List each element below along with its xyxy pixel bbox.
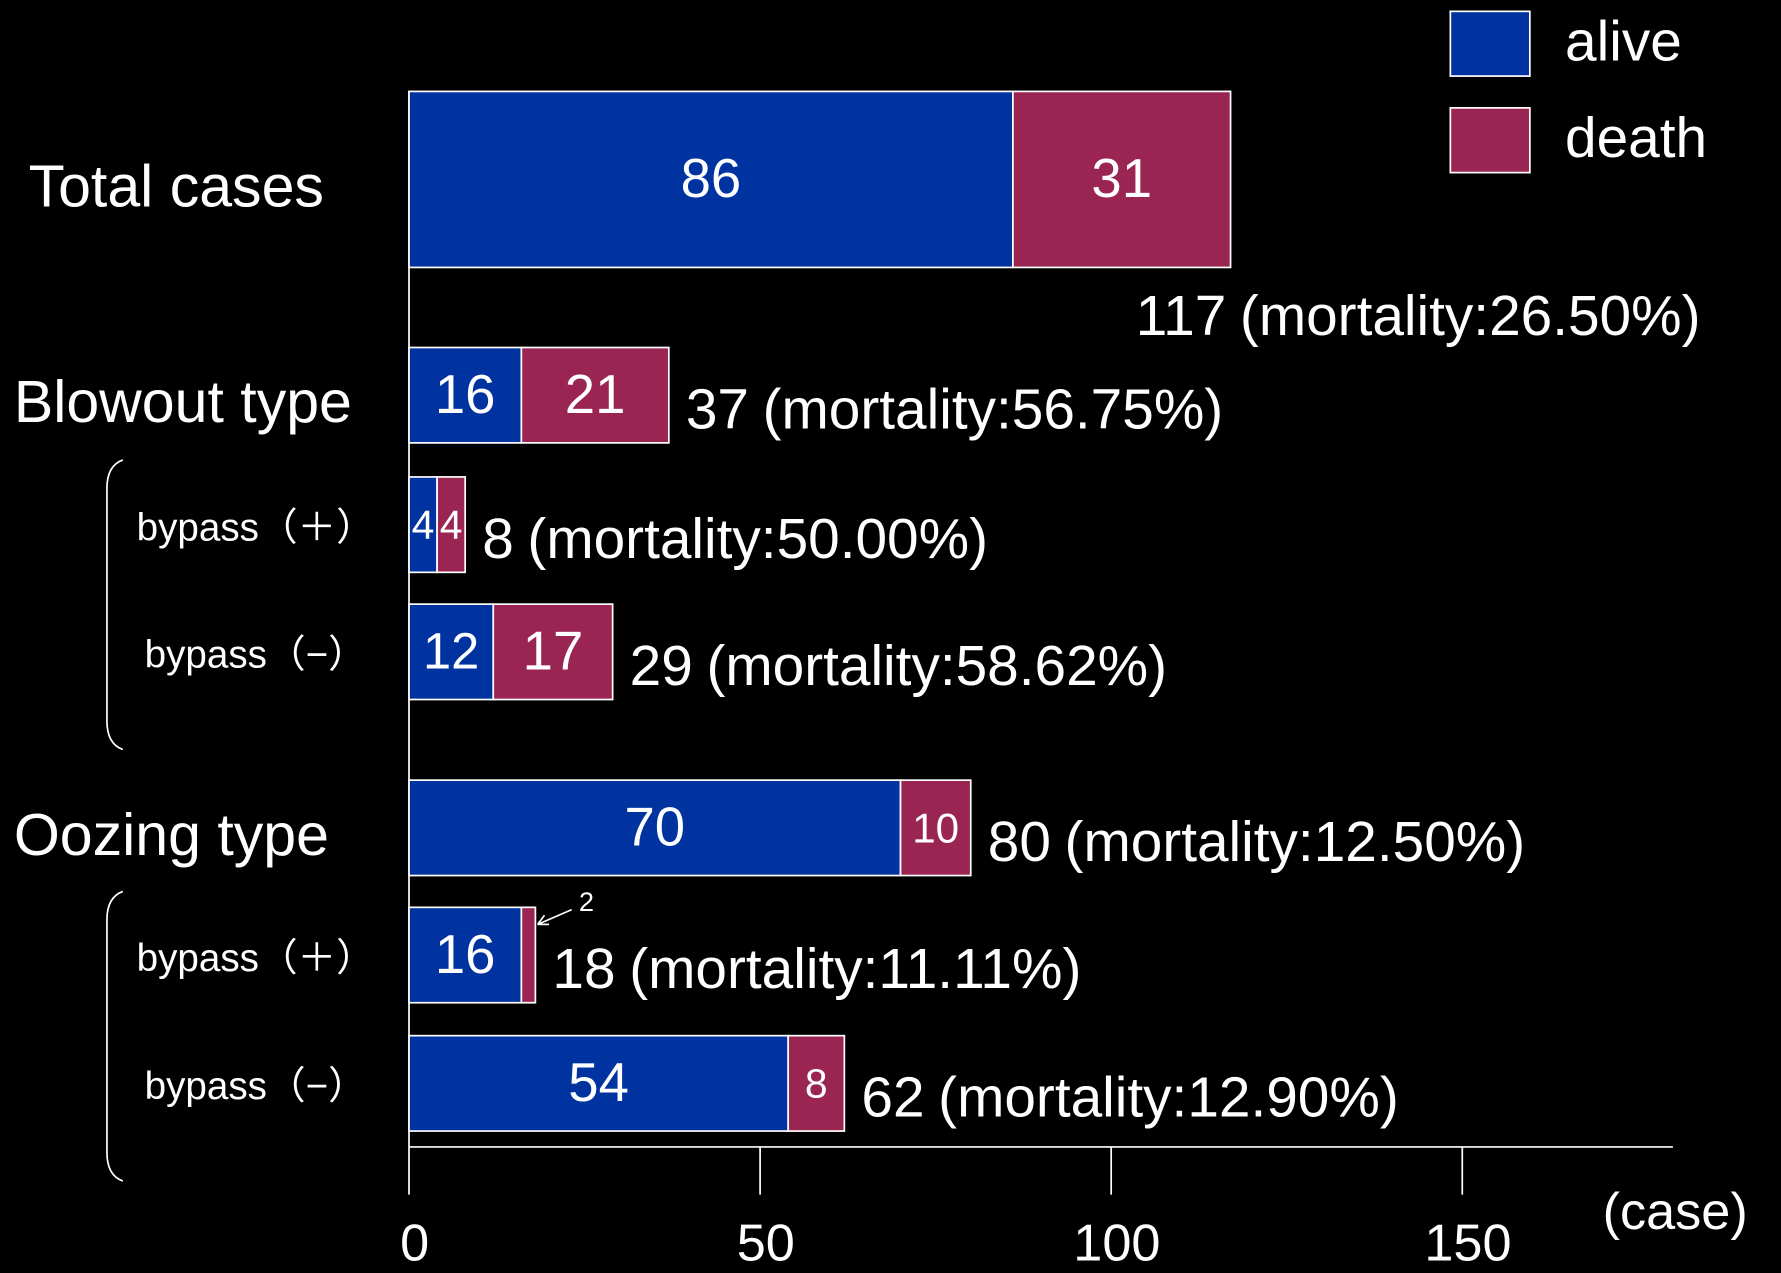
mortality-label: (mortality:50.00%) (527, 508, 988, 571)
legend-swatch (1449, 10, 1531, 77)
bar-segment (408, 779, 902, 877)
value-label: 8 (805, 1061, 828, 1107)
category-label: bypass（＋） (137, 937, 375, 980)
value-label: 70 (624, 797, 685, 858)
value-label: 21 (565, 364, 626, 425)
bar-segment (408, 1034, 790, 1132)
total-value: 62 (861, 1067, 924, 1130)
total-value: 117 (1136, 285, 1227, 348)
x-axis-label: (case) (1603, 1183, 1748, 1241)
mortality-label: (mortality:56.75%) (763, 378, 1224, 441)
bar-segment (899, 779, 972, 877)
bar-segment (520, 906, 537, 1004)
value-label: 16 (435, 364, 496, 425)
x-tick-label: 50 (737, 1215, 795, 1273)
bar-segment (408, 906, 523, 1004)
x-tick-label: 150 (1424, 1215, 1511, 1273)
mortality-label: (mortality:12.90%) (938, 1067, 1399, 1130)
total-value: 29 (630, 635, 693, 698)
category-label: bypass（＋） (137, 507, 375, 550)
value-label: 17 (523, 621, 584, 682)
bar-segment (492, 603, 614, 701)
total-value: 80 (988, 811, 1051, 874)
total-label: 29 (mortality:58.62%) (630, 635, 1167, 698)
annotation-arrow (536, 908, 573, 926)
total-label: 80 (mortality:12.50%) (988, 811, 1525, 874)
mortality-label: (mortality:58.62%) (706, 635, 1167, 698)
mortality-label: (mortality:12.50%) (1065, 811, 1526, 874)
total-label: 37 (mortality:56.75%) (686, 378, 1223, 441)
total-label: 18 (mortality:11.11%) (552, 938, 1081, 1001)
bar-segment (520, 346, 670, 444)
bracket (106, 890, 124, 1182)
bar-segment (408, 476, 438, 574)
total-value: 18 (552, 938, 615, 1001)
total-label: 117 (mortality:26.50%) (1136, 285, 1701, 348)
bar-segment (408, 90, 1014, 269)
value-label: 12 (423, 623, 479, 680)
bar-segment (436, 476, 467, 574)
value-label: 86 (681, 148, 742, 209)
total-value: 8 (482, 508, 514, 571)
category-label: Oozing type (14, 802, 329, 868)
value-label: 4 (440, 502, 463, 548)
value-label: 2 (579, 886, 594, 917)
value-label: 31 (1091, 148, 1152, 209)
category-label: Blowout type (14, 369, 352, 435)
x-tick-label: 0 (400, 1215, 429, 1273)
total-value: 37 (686, 378, 749, 441)
bar-segment (408, 603, 495, 701)
category-label: Total cases (29, 153, 324, 219)
bar-segment (1012, 90, 1232, 269)
total-label: 62 (mortality:12.90%) (861, 1067, 1398, 1130)
legend-label: death (1565, 107, 1707, 170)
mortality-label: (mortality:11.11%) (629, 938, 1081, 1001)
value-label: 10 (912, 804, 959, 851)
total-label: 8 (mortality:50.00%) (482, 508, 988, 571)
value-label: 4 (412, 502, 435, 548)
category-label: bypass（−） (145, 634, 367, 677)
category-label: bypass（−） (145, 1065, 367, 1108)
mortality-label: (mortality:26.50%) (1240, 285, 1701, 348)
bracket (106, 459, 124, 751)
legend-label: alive (1565, 10, 1682, 73)
legend-swatch (1449, 107, 1531, 174)
value-label: 16 (435, 924, 496, 985)
value-label: 54 (568, 1052, 629, 1113)
bar-segment (787, 1034, 846, 1132)
x-tick-label: 100 (1073, 1215, 1160, 1273)
